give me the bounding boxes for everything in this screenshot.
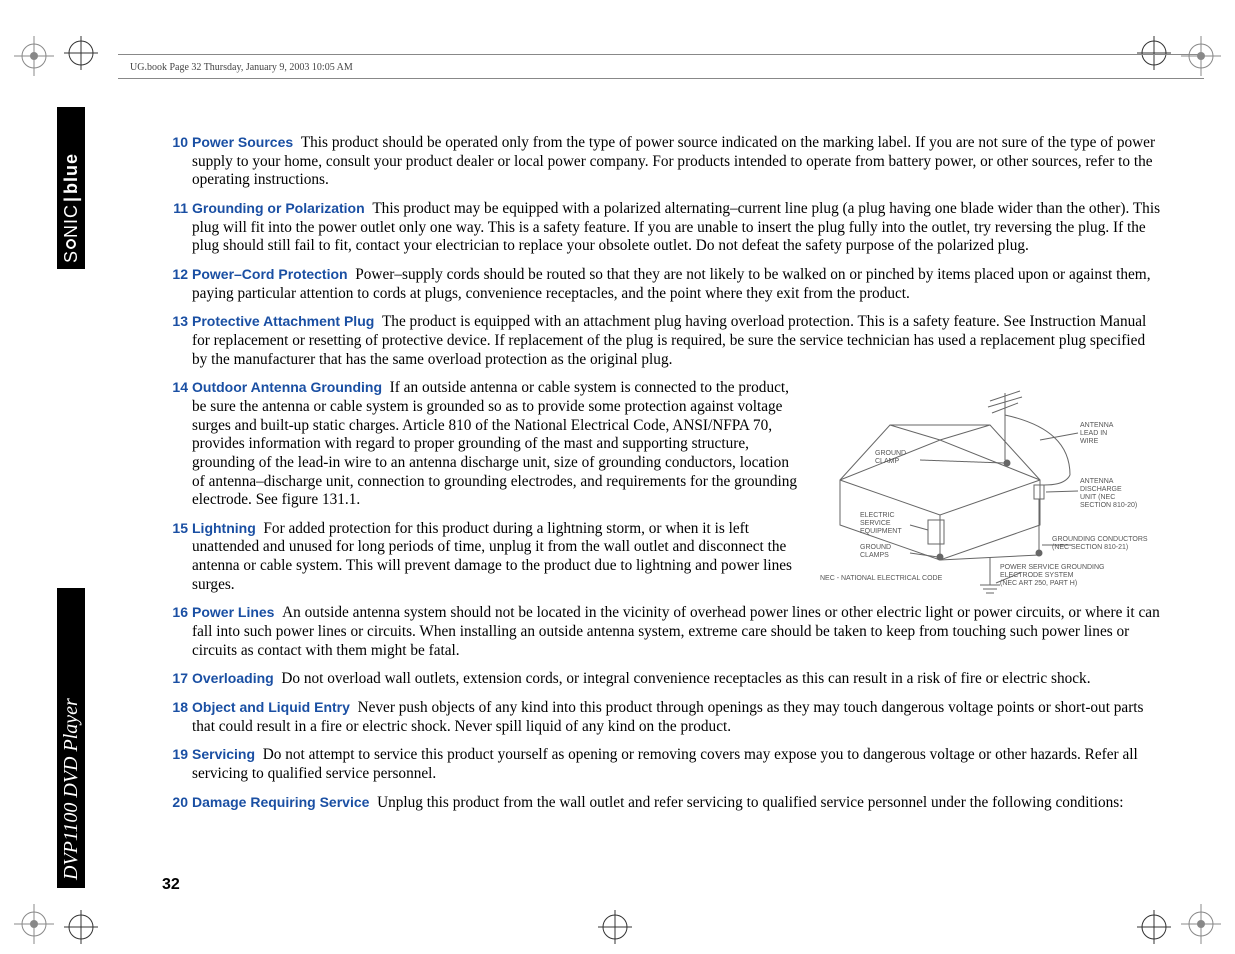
brand-text: SNIC|blue — [61, 113, 82, 263]
item-body: Unplug this product from the wall outlet… — [377, 794, 1123, 811]
item-number: 10 — [160, 134, 188, 151]
item-title: Power Lines — [192, 604, 274, 620]
item-number: 12 — [160, 266, 188, 283]
item-title: Grounding or Polarization — [192, 200, 365, 216]
item-body: If an outside antenna or cable system is… — [192, 379, 797, 508]
item-number: 13 — [160, 313, 188, 330]
fig-label: ANTENNADISCHARGEUNIT (NECSECTION 810-20) — [1080, 478, 1137, 509]
crosshair-icon — [598, 910, 632, 944]
row-with-figure: 14Outdoor Antenna Grounding If an outsid… — [162, 379, 1164, 604]
item-body: This product should be operated only fro… — [192, 134, 1155, 188]
content-area: 10Power Sources This product should be o… — [162, 134, 1164, 822]
crosshair-icon — [1137, 36, 1171, 70]
fig-footer: NEC - NATIONAL ELECTRICAL CODE — [820, 575, 943, 582]
antenna-grounding-figure: GROUNDCLAMP ANTENNALEAD INWIRE ANTENNADI… — [820, 379, 1150, 604]
fig-label: GROUNDCLAMPS — [860, 544, 891, 559]
list-item: 14Outdoor Antenna Grounding If an outsid… — [162, 379, 802, 510]
list-item: 18Object and Liquid Entry Never push obj… — [162, 699, 1164, 736]
item-title: Lightning — [192, 520, 256, 536]
item-title: Damage Requiring Service — [192, 794, 369, 810]
item-body: For added protection for this product du… — [192, 520, 792, 593]
fig-label: ANTENNALEAD INWIRE — [1080, 422, 1114, 445]
item-number: 20 — [160, 794, 188, 811]
item-title: Servicing — [192, 746, 255, 762]
trademark-icon: ™ — [85, 109, 91, 115]
item-title: Power Sources — [192, 134, 293, 150]
item-number: 16 — [160, 604, 188, 621]
item-number: 18 — [160, 699, 188, 716]
item-body: Do not attempt to service this product y… — [192, 746, 1138, 782]
item-title: Outdoor Antenna Grounding — [192, 379, 382, 395]
reg-mark-icon — [14, 904, 54, 944]
item-number: 14 — [160, 379, 188, 396]
item-title: Protective Attachment Plug — [192, 313, 374, 329]
page-root: UG.book Page 32 Thursday, January 9, 200… — [0, 0, 1235, 954]
item-number: 19 — [160, 746, 188, 763]
list-item: 10Power Sources This product should be o… — [162, 134, 1164, 190]
crosshair-icon — [1137, 910, 1171, 944]
item-title: Overloading — [192, 670, 274, 686]
item-number: 15 — [160, 520, 188, 537]
fig-label: ELECTRICSERVICEEQUIPMENT — [860, 512, 902, 535]
item-number: 17 — [160, 670, 188, 687]
fig-label: POWER SERVICE GROUNDINGELECTRODE SYSTEM(… — [1000, 564, 1105, 587]
header-rule — [118, 54, 1204, 55]
reg-mark-icon — [1181, 36, 1221, 76]
item-number: 11 — [160, 200, 188, 217]
fig-label: GROUNDING CONDUCTORS(NEC SECTION 810-21) — [1052, 536, 1148, 551]
list-item: 19Servicing Do not attempt to service th… — [162, 746, 1164, 783]
crosshair-icon — [64, 910, 98, 944]
list-item: 16Power Lines An outside antenna system … — [162, 604, 1164, 660]
reg-mark-icon — [14, 36, 54, 76]
brand-tab: SNIC|blue ™ — [57, 107, 85, 269]
product-tab: DVP1100 DVD Player — [57, 588, 85, 888]
header-rule — [118, 78, 1204, 79]
fig-label: GROUNDCLAMP — [875, 450, 906, 465]
product-title: DVP1100 DVD Player — [60, 590, 83, 880]
list-item: 11Grounding or Polarization This product… — [162, 200, 1164, 256]
list-item: 13Protective Attachment Plug The product… — [162, 313, 1164, 369]
page-number: 32 — [162, 876, 180, 894]
item-body: Do not overload wall outlets, extension … — [281, 670, 1090, 687]
list-item: 12Power–Cord Protection Power–supply cor… — [162, 266, 1164, 303]
reg-mark-icon — [1181, 904, 1221, 944]
list-item: 20Damage Requiring Service Unplug this p… — [162, 794, 1164, 813]
crosshair-icon — [64, 36, 98, 70]
item-body: An outside antenna system should not be … — [192, 604, 1160, 658]
header-meta: UG.book Page 32 Thursday, January 9, 200… — [130, 62, 353, 73]
item-title: Power–Cord Protection — [192, 266, 348, 282]
item-title: Object and Liquid Entry — [192, 699, 350, 715]
list-item: 15Lightning For added protection for thi… — [162, 520, 802, 595]
list-item: 17Overloading Do not overload wall outle… — [162, 670, 1164, 689]
